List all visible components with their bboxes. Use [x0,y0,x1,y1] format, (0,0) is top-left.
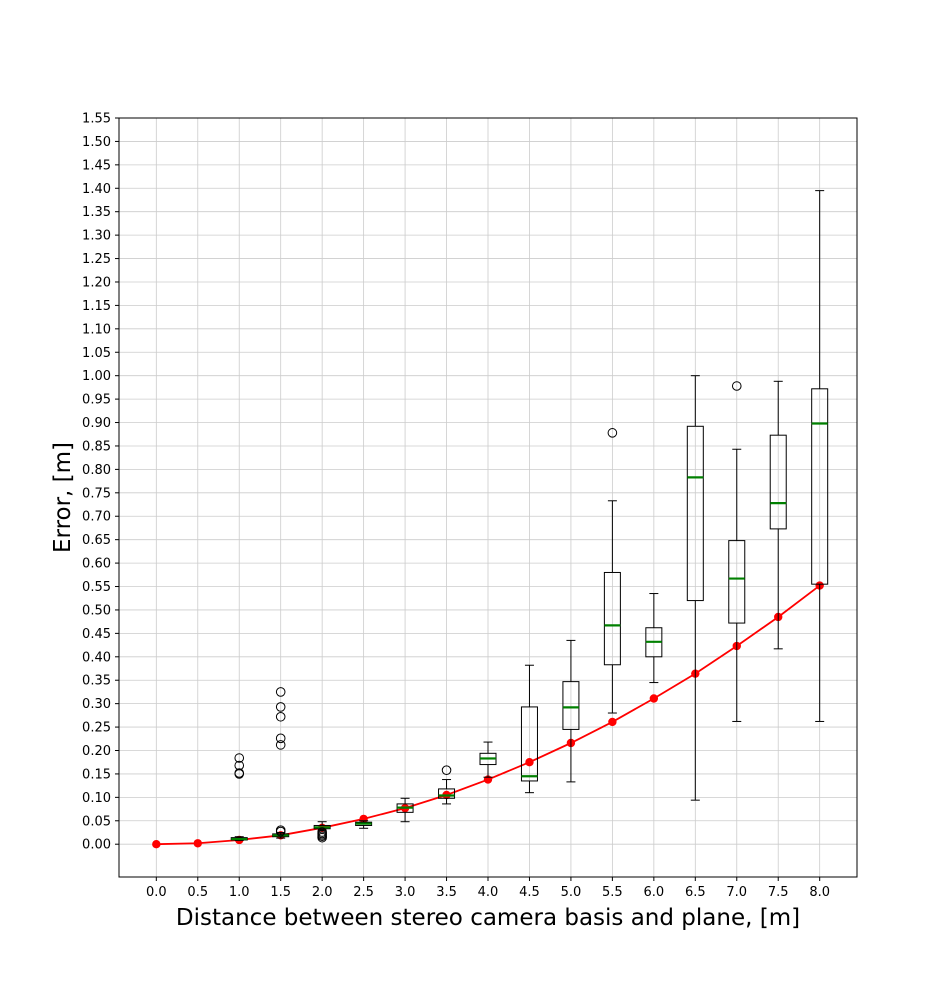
box-plot [438,765,456,805]
box-plot [811,190,829,722]
y-tick-label: 0.90 [82,416,111,431]
y-tick-label: 0.55 [82,580,111,595]
grid [119,117,857,877]
error-line-point [525,758,534,767]
y-tick-label: 0.45 [82,627,111,642]
y-tick-label: 0.30 [82,697,111,712]
y-tick-label: 0.10 [82,791,111,806]
y-tick-label: 1.55 [82,112,111,127]
box-plot [272,687,290,839]
box-plot [728,381,746,722]
x-tick-label: 3.0 [395,885,416,900]
x-axis-ticks: 0.0 0.5 1.0 1.5 2.0 2.5 3.0 3.5 4.0 4.5 5.0 5.5 6.0 6… [146,877,830,900]
y-tick-label: 0.95 [82,393,111,408]
y-tick-label: 0.35 [82,674,111,689]
y-tick-label: 1.40 [82,182,111,197]
y-tick-label: 0.00 [82,838,111,853]
error-line-point [608,717,617,727]
outlier-point [234,768,245,778]
box-plot [479,741,497,778]
y-axis-label: Error, [m] [50,442,76,553]
x-tick-label: 7.5 [768,885,789,900]
y-tick-label: 0.60 [82,557,111,572]
x-tick-label: 2.5 [353,885,374,900]
outlier-point [607,428,618,438]
x-tick-label: 3.5 [436,885,457,900]
box-plots [230,190,829,843]
y-tick-label: 0.05 [82,814,111,829]
y-tick-label: 1.05 [82,346,111,361]
box [438,788,456,799]
error-line-point [152,840,161,849]
y-tick-label: 1.50 [82,135,111,150]
outlier-point [317,827,327,837]
x-tick-label: 4.5 [519,885,540,900]
y-tick-label: 1.30 [82,229,111,244]
error-line-point [193,839,202,848]
x-tick-label: 1.0 [229,885,250,900]
x-tick-label: 8.0 [809,885,830,900]
outlier-point [441,765,452,775]
x-tick-label: 6.0 [643,885,664,900]
box-plot [603,428,621,714]
box [769,434,787,530]
x-tick-label: 2.0 [312,885,333,900]
y-tick-label: 0.75 [82,486,111,501]
x-tick-label: 0.0 [146,885,167,900]
y-tick-label: 0.25 [82,721,111,736]
y-tick-label: 1.25 [82,252,111,267]
x-tick-label: 0.5 [187,885,208,900]
y-tick-label: 1.10 [82,322,111,337]
box [603,571,621,666]
box-plot [645,593,663,684]
box-plot [686,375,704,801]
x-tick-label: 7.0 [726,885,747,900]
y-tick-label: 0.85 [82,439,111,454]
y-tick-label: 0.70 [82,510,111,525]
error-line-point [649,694,659,703]
y-tick-label: 0.65 [82,533,111,548]
box-plot [355,820,373,829]
box-plot [769,380,787,650]
x-axis-label: Distance between stereo camera basis and… [176,905,800,931]
outlier-point [731,381,742,391]
outlier-point [275,711,286,722]
box-plot [520,664,538,794]
y-tick-label: 1.45 [82,158,111,173]
y-tick-label: 0.80 [82,463,111,478]
y-tick-label: 0.50 [82,603,111,618]
x-tick-label: 5.5 [602,885,623,900]
outlier-point [275,687,286,697]
y-tick-label: 0.15 [82,767,111,782]
box [811,388,829,585]
outlier-point [275,702,286,712]
box-plot [230,753,248,841]
x-tick-label: 6.5 [685,885,706,900]
box [562,681,580,730]
box [728,540,746,624]
y-axis-ticks: 0.00 0.05 0.10 0.15 0.20 0.25 0.30 0.35 0.40 0.45… [82,112,119,853]
box [686,425,704,602]
y-tick-label: 0.20 [82,744,111,759]
box-plot [313,821,331,843]
y-tick-label: 1.35 [82,205,111,220]
outlier-point [275,733,286,744]
outlier-point [275,740,286,750]
x-tick-label: 1.5 [270,885,291,900]
y-tick-label: 0.40 [82,650,111,665]
outlier-point [275,825,286,835]
y-tick-label: 1.15 [82,299,111,314]
y-tick-label: 1.00 [82,369,111,384]
x-tick-label: 5.0 [561,885,582,900]
x-tick-label: 4.0 [478,885,499,900]
y-tick-label: 1.20 [82,275,111,290]
box-plot [562,639,580,783]
box-plot [396,797,414,823]
box [520,706,538,782]
outlier-point [234,760,245,771]
outlier-point [234,753,245,763]
